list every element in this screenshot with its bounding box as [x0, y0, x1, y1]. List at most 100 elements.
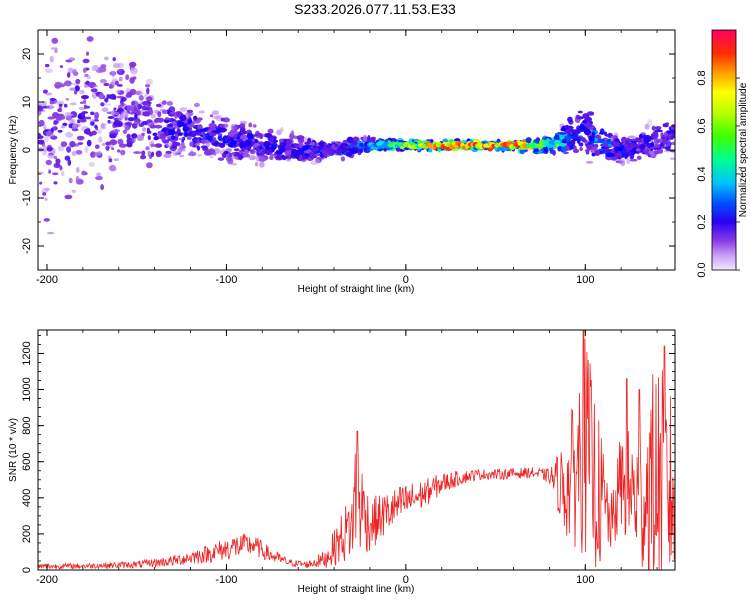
heatmap-cell	[177, 132, 183, 136]
heatmap-cell	[284, 144, 292, 151]
heatmap-cell	[636, 138, 642, 143]
heatmap-cell	[362, 134, 368, 141]
heatmap-cell	[635, 148, 641, 152]
heatmap-cell	[573, 146, 577, 150]
heatmap-cell	[117, 138, 124, 145]
heatmap-cell	[604, 143, 609, 148]
heatmap-cell	[597, 138, 605, 144]
heatmap-cell	[79, 101, 85, 104]
heatmap-cell	[85, 105, 91, 109]
snr-frame	[37, 329, 676, 571]
heatmap-cell	[363, 147, 368, 151]
heatmap-cell	[265, 133, 273, 138]
heatmap-cell	[207, 134, 213, 142]
heatmap-cell	[69, 141, 76, 148]
heatmap-cell	[209, 114, 214, 117]
colorbar-tick-label: 0.2	[696, 214, 708, 229]
snr-y-axis-label: SNR (10 * v/v)	[8, 418, 19, 482]
heatmap-cell	[64, 155, 71, 161]
heatmap-cell	[598, 132, 605, 135]
heatmap-cell	[146, 96, 153, 102]
colorbar-ticks: 0.0 0.2 0.4 0.6 0.8	[696, 70, 740, 278]
x-tick-label: -100	[215, 274, 237, 286]
heatmap-cell	[95, 176, 103, 181]
heatmap-cell	[269, 155, 274, 160]
heatmap-cell	[298, 154, 302, 160]
snr-series-line	[38, 330, 675, 570]
heatmap-cell	[125, 94, 131, 98]
heatmap-cell	[196, 145, 201, 151]
heatmap-cell	[153, 136, 159, 141]
heatmap-cell	[83, 84, 89, 88]
heatmap-cell	[302, 154, 306, 160]
heatmap-cell	[56, 100, 65, 106]
heatmap-cell	[533, 148, 540, 153]
heatmap-cell	[309, 151, 316, 158]
heatmap-cell	[116, 121, 123, 127]
heatmap-cell	[65, 131, 74, 138]
heatmap-cell	[189, 130, 198, 138]
heatmap-cell	[109, 81, 115, 89]
heatmap-cell	[525, 137, 532, 144]
heatmap-cell	[577, 110, 583, 114]
heatmap-cell	[140, 154, 147, 160]
y-tick-label: 400	[21, 489, 33, 507]
heatmap-cell	[629, 158, 638, 162]
heatmap-cell	[222, 140, 228, 144]
heatmap-cell	[554, 134, 560, 141]
heatmap-cell	[100, 184, 104, 191]
y-tick-label: -10	[21, 190, 33, 206]
heatmap-cell	[60, 125, 66, 129]
heatmap-cell	[359, 143, 364, 147]
heatmap-cell	[46, 105, 55, 110]
heatmap-cell	[82, 58, 90, 64]
heatmap-cell	[64, 194, 73, 200]
heatmap-cell	[89, 118, 95, 123]
heatmap-cell	[55, 81, 62, 86]
heatmap-cell	[68, 118, 74, 124]
colorbar-tick-label: 0.8	[696, 70, 708, 85]
heatmap-cell	[129, 61, 137, 68]
heatmap-cell	[71, 150, 77, 157]
heatmap-cell	[628, 135, 636, 139]
heatmap-cell	[182, 125, 189, 133]
heatmap-cell	[296, 135, 305, 141]
heatmap-cell	[149, 124, 157, 129]
heatmap-cell	[84, 146, 89, 154]
heatmap-cell	[171, 135, 176, 141]
heatmap-cell	[284, 149, 292, 156]
heatmap-cell	[304, 141, 311, 145]
heatmap-cell	[69, 87, 76, 91]
heatmap-cell	[77, 115, 82, 119]
heatmap-cell	[47, 153, 55, 159]
heatmap-cell	[234, 124, 239, 132]
heatmap-cell	[568, 129, 575, 132]
heatmap-cell	[142, 127, 147, 132]
heatmap-cell	[228, 131, 235, 137]
heatmap-cell	[134, 121, 140, 125]
heatmap-cell	[643, 138, 650, 143]
heatmap-cell	[186, 109, 193, 113]
heatmap-cell	[172, 142, 181, 147]
heatmap-cell	[141, 150, 146, 156]
heatmap-cell	[359, 148, 364, 154]
heatmap-cell	[212, 115, 221, 119]
heatmap-cell	[255, 162, 259, 167]
heatmap-cell	[169, 139, 177, 142]
heatmap-cell	[45, 68, 53, 74]
heatmap-cell	[157, 111, 162, 118]
heatmap-cell	[346, 136, 354, 143]
heatmap-cell	[113, 158, 119, 162]
heatmap-cell	[168, 129, 176, 136]
heatmap-cell	[136, 134, 144, 141]
heatmap-cell	[183, 131, 188, 138]
heatmap-cell	[186, 135, 192, 140]
heatmap-cell	[95, 144, 100, 149]
heatmap-cell	[105, 141, 112, 146]
heatmap-cell	[189, 140, 194, 148]
heatmap-cell	[131, 100, 136, 106]
heatmap-cell	[234, 148, 240, 151]
heatmap-cell	[113, 107, 117, 111]
y-tick-label: 600	[21, 453, 33, 471]
heatmap-cell	[217, 135, 222, 140]
